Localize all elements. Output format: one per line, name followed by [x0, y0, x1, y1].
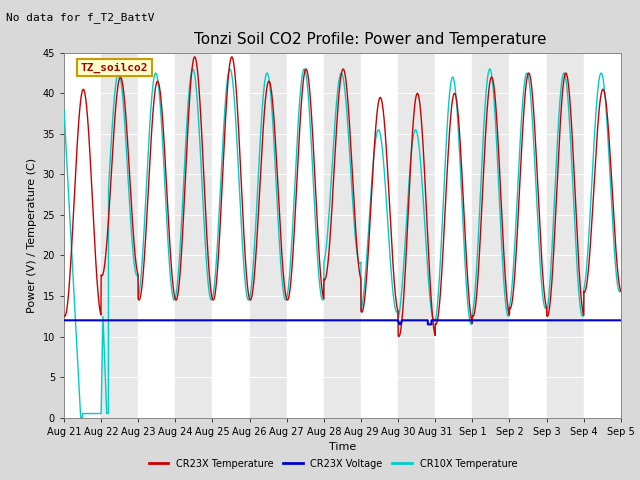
Bar: [435, 53, 472, 418]
Legend: CR23X Temperature, CR23X Voltage, CR10X Temperature: CR23X Temperature, CR23X Voltage, CR10X …: [145, 455, 521, 473]
Bar: [584, 53, 621, 418]
Text: TZ_soilco2: TZ_soilco2: [81, 62, 148, 73]
Y-axis label: Power (V) / Temperature (C): Power (V) / Temperature (C): [27, 157, 37, 313]
Bar: [250, 53, 287, 418]
Bar: [64, 53, 101, 418]
Text: No data for f_T2_BattV: No data for f_T2_BattV: [6, 12, 155, 23]
Bar: [472, 53, 509, 418]
Bar: [101, 53, 138, 418]
Bar: [138, 53, 175, 418]
Bar: [547, 53, 584, 418]
Bar: [212, 53, 250, 418]
Bar: [287, 53, 324, 418]
Bar: [509, 53, 547, 418]
Bar: [361, 53, 398, 418]
Bar: [324, 53, 361, 418]
X-axis label: Time: Time: [329, 442, 356, 452]
Bar: [175, 53, 212, 418]
Bar: [398, 53, 435, 418]
Title: Tonzi Soil CO2 Profile: Power and Temperature: Tonzi Soil CO2 Profile: Power and Temper…: [194, 33, 547, 48]
